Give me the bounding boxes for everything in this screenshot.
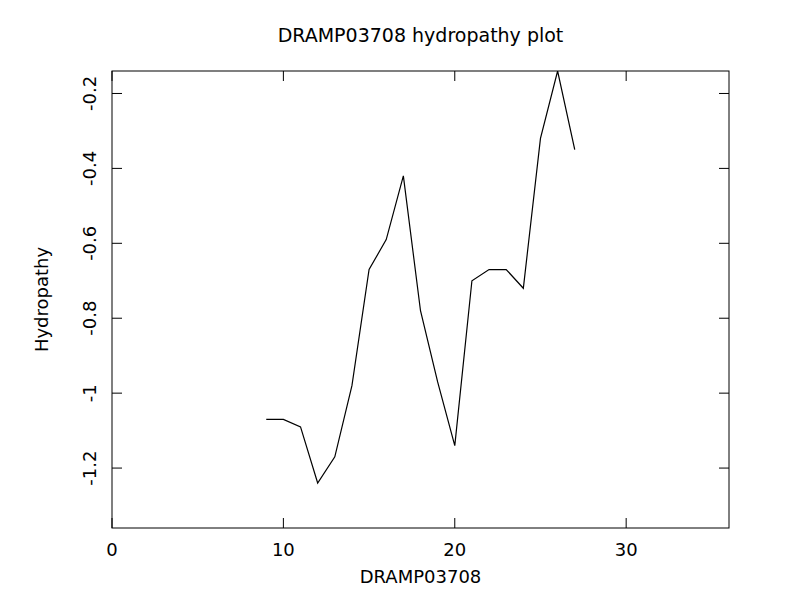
- y-tick: [112, 168, 122, 169]
- y-tick: [112, 393, 122, 394]
- x-tick: [454, 71, 455, 81]
- x-tick: [112, 518, 113, 528]
- x-tick: [626, 518, 627, 528]
- x-tick: [283, 518, 284, 528]
- x-tick: [626, 71, 627, 81]
- y-tick: [719, 93, 729, 94]
- title: DRAMP03708 hydropathy plot: [278, 24, 564, 46]
- y-tick: [112, 318, 122, 319]
- x-tick-label: 0: [106, 539, 117, 560]
- x-tick-label: 30: [615, 539, 638, 560]
- plot-frame: [112, 71, 729, 528]
- y-tick: [112, 243, 122, 244]
- y-tick: [719, 168, 729, 169]
- x-tick: [454, 518, 455, 528]
- y-tick-label: -1: [79, 384, 100, 402]
- x-tick: [112, 71, 113, 81]
- chart-svg: 0 10 20 30 -1.2 -1 -0.8 -0.6 -0.4 -0.2 DRAMP03708 …: [0, 0, 800, 600]
- hydropathy-line: [266, 71, 575, 483]
- y-tick-label: -0.8: [79, 301, 100, 336]
- y-tick: [719, 243, 729, 244]
- y-tick: [719, 393, 729, 394]
- y-tick: [112, 93, 122, 94]
- y-tick-label: -0.2: [79, 76, 100, 111]
- y-tick: [719, 468, 729, 469]
- x-tick: [283, 71, 284, 81]
- chart-root: 0 10 20 30 -1.2 -1 -0.8 -0.6 -0.4 -0.2 DRAMP03708 …: [0, 0, 800, 600]
- x-tick-label: 20: [443, 539, 466, 560]
- y-tick-label: -1.2: [79, 451, 100, 486]
- y-tick: [719, 318, 729, 319]
- x-tick-label: 10: [272, 539, 295, 560]
- y-tick-label: -0.6: [79, 226, 100, 261]
- plot-area: [266, 71, 575, 483]
- y-tick: [112, 468, 122, 469]
- x-axis-label: DRAMP03708: [360, 566, 482, 587]
- y-tick-label: -0.4: [79, 151, 100, 186]
- y-axis-label: Hydropathy: [31, 247, 52, 353]
